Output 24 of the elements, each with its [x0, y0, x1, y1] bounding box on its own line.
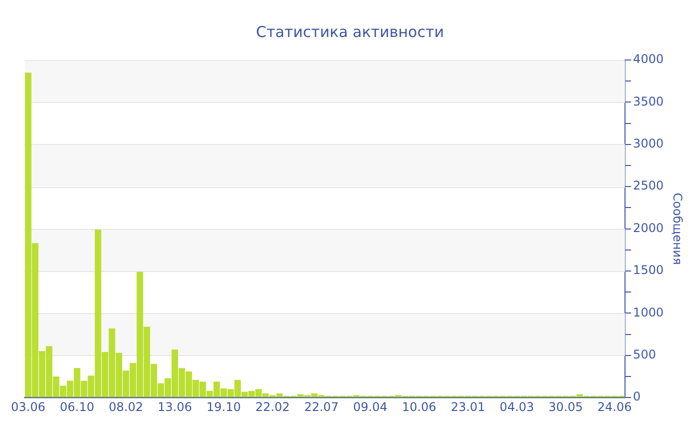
x-tick-label: 08.02	[108, 400, 144, 414]
x-tick-label: 22.07	[304, 400, 339, 414]
x-tick-label: 04.03	[500, 400, 534, 414]
x-tick-label: 22.02	[255, 400, 290, 414]
y-tick-label: 1000	[633, 305, 664, 320]
chart-title: Статистика активности	[256, 22, 444, 41]
x-tick-label: 19.10	[206, 400, 241, 414]
x-tick-label: 13.06	[158, 400, 192, 414]
y-tick-label: 3500	[633, 94, 664, 108]
y-tick-label: 2500	[633, 178, 664, 193]
x-tick-label: 03.06	[11, 400, 46, 414]
x-tick-label: 24.06	[597, 400, 632, 414]
x-tick-label: 09.04	[353, 400, 388, 414]
x-tick-label: 23.01	[450, 400, 486, 414]
y-tick-label: 0	[633, 390, 641, 404]
y-tick-label: 3000	[633, 136, 664, 151]
y-tick-label: 500	[633, 348, 656, 362]
y-tick-label: 1500	[633, 263, 664, 278]
x-tick-label: 30.05	[548, 400, 583, 414]
x-tick-label: 06.10	[60, 400, 94, 414]
y-axis-title: Сообщения	[670, 192, 685, 265]
y-tick-label: 2000	[633, 220, 664, 235]
x-tick-label: 10.06	[402, 400, 436, 414]
y-tick-label: 4000	[633, 52, 664, 66]
